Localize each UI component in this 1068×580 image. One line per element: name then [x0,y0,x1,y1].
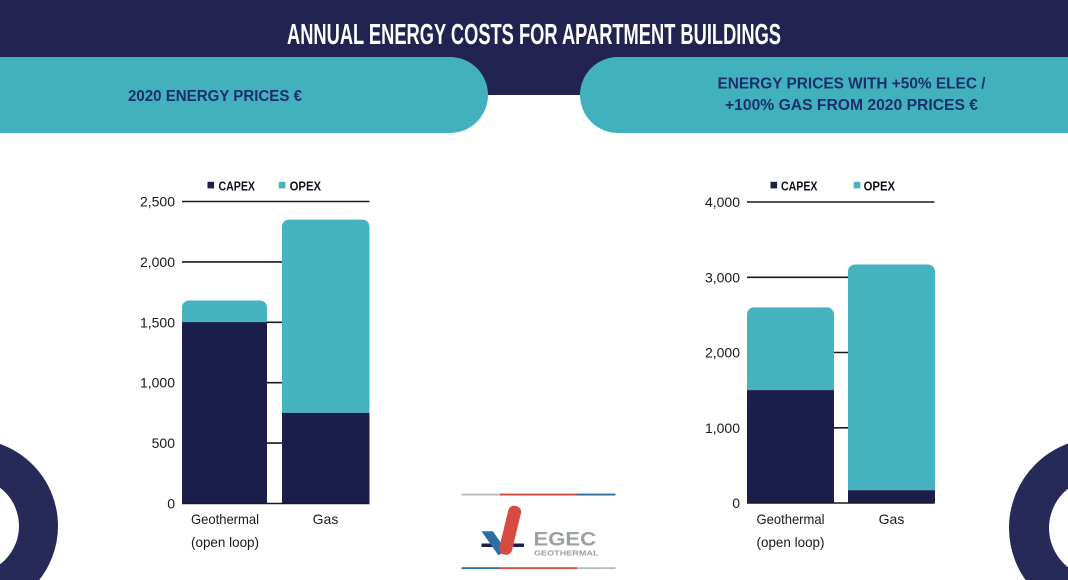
svg-text:2,000: 2,000 [140,254,175,270]
svg-text:CAPEX: CAPEX [219,179,256,194]
svg-text:3,000: 3,000 [705,269,740,285]
svg-text:2,500: 2,500 [140,194,175,210]
svg-text:2,000: 2,000 [705,345,740,361]
svg-text:1,500: 1,500 [140,314,175,330]
svg-text:Gas: Gas [879,511,905,527]
svg-text:Gas: Gas [313,511,339,527]
svg-text:+100% GAS FROM 2020 PRICES €: +100% GAS FROM 2020 PRICES € [725,97,978,114]
svg-text:0: 0 [167,496,175,512]
svg-text:500: 500 [152,435,176,451]
svg-text:OPEX: OPEX [290,179,322,194]
svg-text:GEOTHERMAL: GEOTHERMAL [534,549,599,558]
svg-text:1,000: 1,000 [140,375,175,391]
svg-text:Geothermal: Geothermal [757,511,825,527]
svg-text:1,000: 1,000 [705,420,740,436]
svg-text:OPEX: OPEX [864,179,896,194]
svg-text:(open loop): (open loop) [191,534,259,550]
svg-text:2020 ENERGY PRICES €: 2020 ENERGY PRICES € [128,88,302,105]
svg-text:CAPEX: CAPEX [781,179,818,194]
svg-text:4,000: 4,000 [705,194,740,210]
svg-text:ENERGY PRICES WITH +50% ELEC /: ENERGY PRICES WITH +50% ELEC / [718,76,987,93]
svg-text:Geothermal: Geothermal [191,511,259,527]
svg-text:EGEC: EGEC [534,528,597,550]
svg-text:0: 0 [732,495,740,511]
svg-text:ANNUAL ENERGY COSTS FOR APARTM: ANNUAL ENERGY COSTS FOR APARTMENT BUILDI… [287,19,781,51]
svg-text:(open loop): (open loop) [757,534,825,550]
